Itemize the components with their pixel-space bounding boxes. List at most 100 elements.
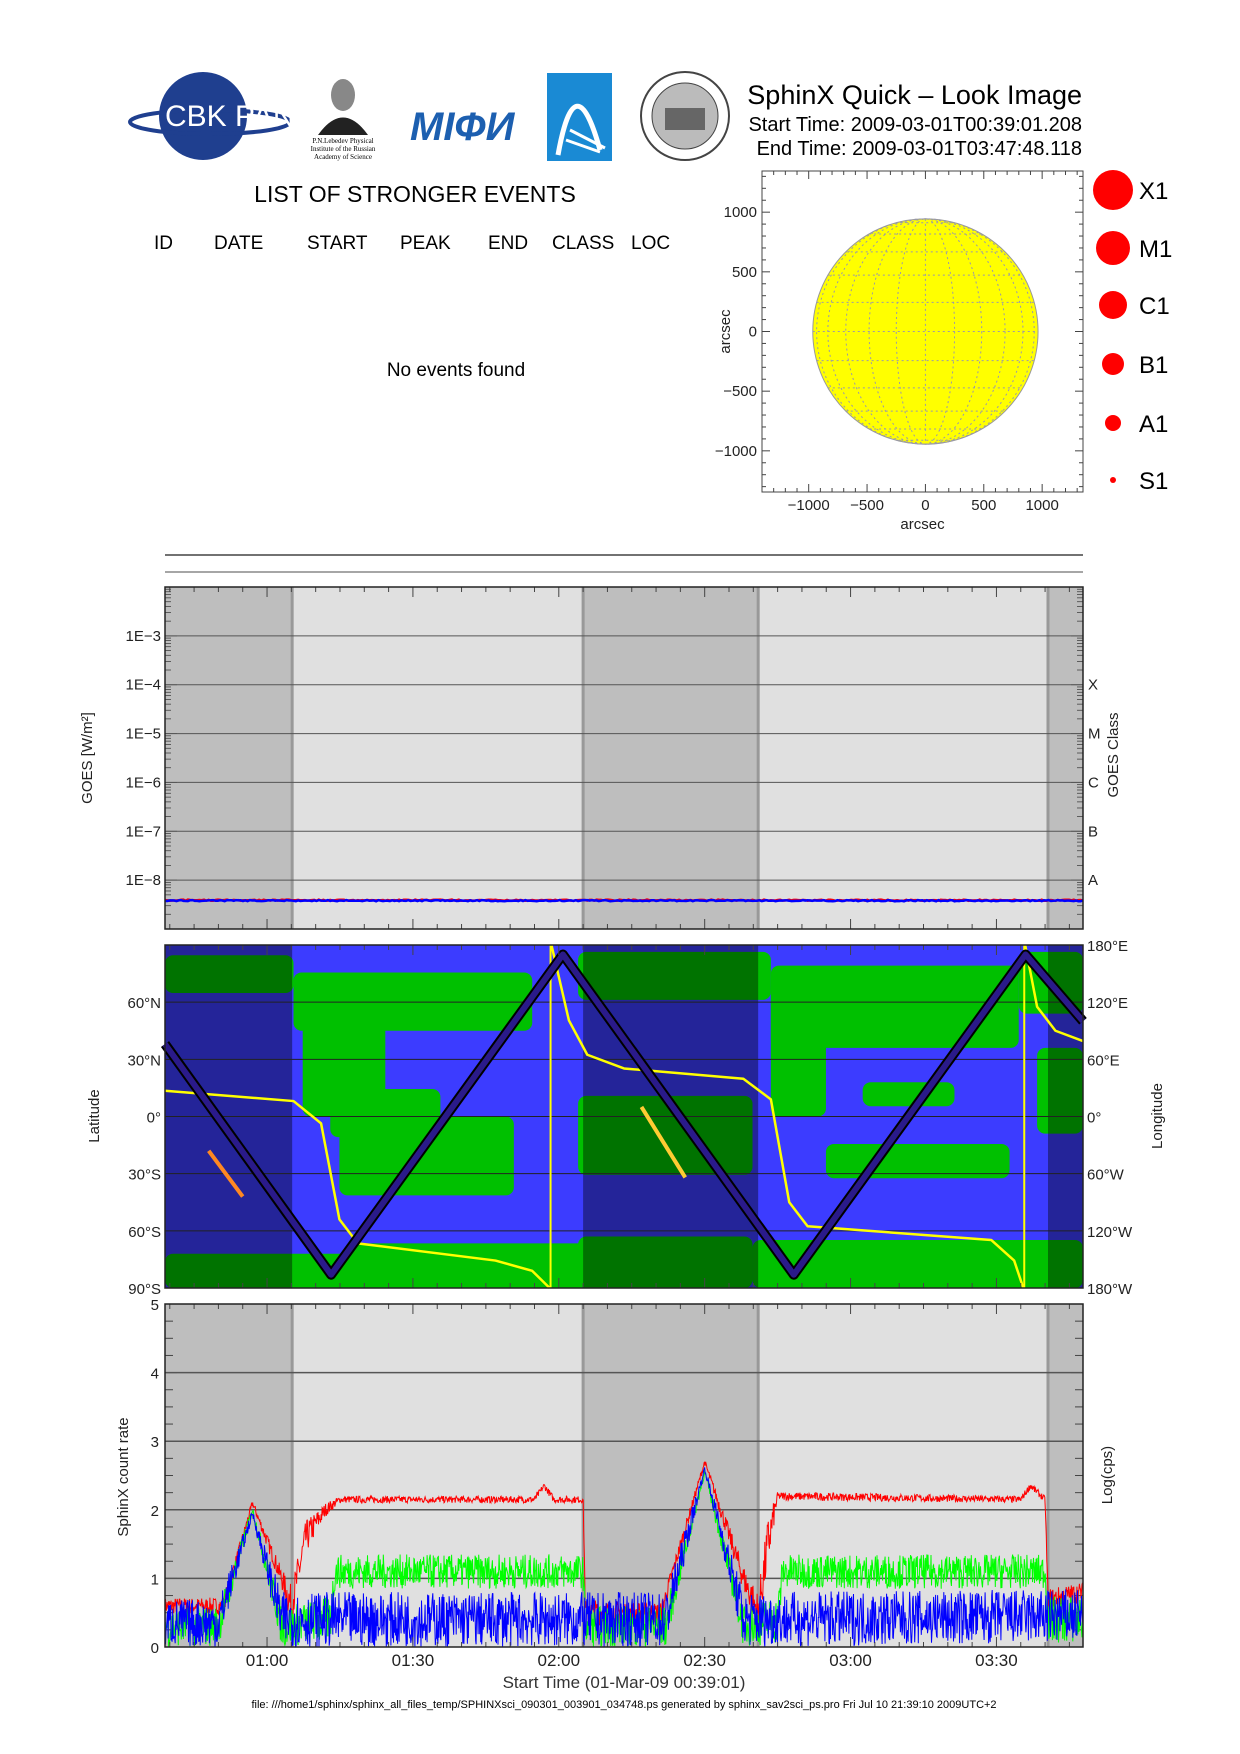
y-tick-label: 5 — [151, 1297, 159, 1314]
y-tick-label: 4 — [151, 1366, 159, 1383]
y-tick-label: 90°S — [128, 1281, 161, 1298]
page-title: SphinX Quick – Look Image — [747, 80, 1082, 110]
x-axis-title: Start Time (01-Mar-09 00:39:01) — [503, 1673, 746, 1692]
y-tick-label: 1E−7 — [126, 823, 161, 840]
flare-marker-x1 — [1093, 170, 1133, 210]
y-tick-label: 1E−8 — [126, 872, 161, 889]
x-tick-label: 02:30 — [683, 1651, 726, 1670]
flare-marker-a1 — [1105, 415, 1121, 431]
lebedev-logo: P.N.Lebedev Physical Institute of the Ru… — [311, 79, 376, 161]
land-mass — [863, 1082, 955, 1106]
y-tick-label: 1000 — [724, 204, 757, 221]
land-mass — [339, 1117, 513, 1196]
eclipse-region — [165, 587, 292, 929]
events-column-end: END — [488, 233, 528, 254]
y-axis-label: arcsec — [717, 309, 734, 354]
events-column-class: CLASS — [552, 233, 614, 254]
flare-marker-m1 — [1096, 231, 1130, 265]
flare-label-m1: M1 — [1139, 236, 1172, 263]
y-tick-label-right: 60°W — [1087, 1167, 1125, 1184]
x-tick-label: −1000 — [788, 497, 830, 514]
figure: CBK PAN P.N.Lebedev Physical Institute o… — [0, 0, 1240, 1754]
x-tick-label: 03:30 — [975, 1651, 1018, 1670]
goes-class-label: M — [1088, 726, 1101, 743]
lebedev-text-2: Institute of the Russian — [311, 145, 376, 153]
y-axis-label: Latitude — [86, 1089, 103, 1142]
events-column-start: START — [307, 233, 368, 254]
x-tick-label: 02:00 — [538, 1651, 581, 1670]
goes-class-label: B — [1088, 823, 1098, 840]
land-mass — [826, 1144, 1010, 1178]
y-axis-label: GOES [W/m²] — [79, 712, 96, 804]
x-tick-label: −500 — [850, 497, 884, 514]
flare-label-a1: A1 — [1139, 411, 1168, 438]
lebedev-text-1: P.N.Lebedev Physical — [312, 137, 373, 145]
orbit-map-plot: 60°N 30°N 0° 30°S 60°S 90°S 180°E 120°E 60°E 0° 60… — [86, 938, 1166, 1298]
lebedev-text-3: Academy of Science — [314, 153, 372, 161]
flare-marker-b1 — [1102, 353, 1124, 375]
x-tick-label: 03:00 — [829, 1651, 872, 1670]
mifi-logo-text: MIФИ — [410, 105, 516, 149]
y-tick-label: −500 — [723, 383, 757, 400]
y-axis-label-right: Longitude — [1149, 1083, 1166, 1149]
y-tick-label: 2 — [151, 1503, 159, 1520]
end-time: End Time: 2009-03-01T03:47:48.118 — [757, 138, 1082, 160]
y-tick-label: 1 — [151, 1571, 159, 1588]
flare-label-b1: B1 — [1139, 352, 1168, 379]
flare-marker-s1 — [1110, 477, 1116, 483]
goes-class-label: C — [1088, 774, 1099, 791]
y-tick-label: 500 — [732, 264, 757, 281]
goes-class-label: X — [1088, 677, 1098, 694]
y-tick-label-right: 180°W — [1087, 1281, 1133, 1298]
x-tick-label: 1000 — [1025, 497, 1058, 514]
land-mass — [771, 979, 826, 1116]
start-time: Start Time: 2009-03-01T00:39:01.208 — [748, 114, 1082, 136]
mifi-logo: MIФИ — [410, 105, 516, 149]
y-tick-label: 60°S — [128, 1224, 161, 1241]
y-tick-label: 30°N — [127, 1052, 161, 1069]
y-tick-label: 60°N — [127, 995, 161, 1012]
y-tick-label: 1E−3 — [126, 628, 161, 645]
cbk-logo: CBK PAN — [130, 72, 294, 160]
cbk-logo-text: CBK PAN — [165, 100, 294, 133]
y-tick-label-right: 60°E — [1087, 1052, 1120, 1069]
events-column-id: ID — [154, 233, 173, 254]
y-tick-label: −1000 — [715, 443, 757, 460]
flare-label-s1: S1 — [1139, 468, 1168, 495]
y-tick-label: 1E−5 — [126, 726, 161, 743]
x-tick-label: 01:00 — [246, 1651, 289, 1670]
x-tick-label: 500 — [971, 497, 996, 514]
goes-series-goes-short — [165, 900, 1083, 901]
sphinx-quicklook-page: CBK PAN P.N.Lebedev Physical Institute o… — [0, 0, 1240, 1754]
emblem-logo — [547, 73, 612, 161]
flare-label-c1: C1 — [1139, 293, 1170, 320]
x-tick-label: 0 — [921, 497, 929, 514]
y-tick-label: 30°S — [128, 1167, 161, 1184]
no-events-message: No events found — [387, 360, 525, 381]
flare-marker-c1 — [1099, 291, 1127, 319]
events-header: ID DATE START PEAK END CLASS LOC — [154, 233, 670, 254]
eclipse-region — [583, 587, 758, 929]
flare-label-x1: X1 — [1139, 178, 1168, 205]
goes-plot: 1E−3 1E−4 1E−5 1E−6 1E−7 1E−8 X M C B A GOES [W/m²]… — [79, 587, 1122, 929]
y-axis-label-right: Log(cps) — [1099, 1446, 1116, 1504]
events-title: LIST OF STRONGER EVENTS — [254, 181, 576, 207]
flare-class-legend: X1 M1 C1 B1 A1 S1 — [1093, 170, 1172, 495]
goes-class-label: A — [1088, 872, 1098, 889]
y-tick-label-right: 0° — [1087, 1110, 1101, 1127]
y-axis-label: SphinX count rate — [115, 1417, 132, 1536]
y-tick-label-right: 120°W — [1087, 1224, 1133, 1241]
y-tick-label: 1E−6 — [126, 774, 161, 791]
university-seal — [641, 72, 729, 160]
events-column-date: DATE — [214, 233, 263, 254]
y-tick-label-right: 120°E — [1087, 995, 1128, 1012]
count-rate-plot: 0 1 2 3 4 5 01:00 01:30 02:00 02:30 03:00 03:30 Sphi… — [115, 1297, 1116, 1670]
y-tick-label: 0 — [151, 1640, 159, 1657]
y-tick-label: 1E−4 — [126, 677, 161, 694]
events-column-loc: LOC — [631, 233, 670, 254]
x-tick-label: 01:30 — [392, 1651, 435, 1670]
y-tick-label-right: 180°E — [1087, 938, 1128, 955]
events-column-peak: PEAK — [400, 233, 451, 254]
y-tick-label: 0° — [147, 1110, 161, 1127]
y-axis-label-right: GOES Class — [1105, 712, 1122, 797]
